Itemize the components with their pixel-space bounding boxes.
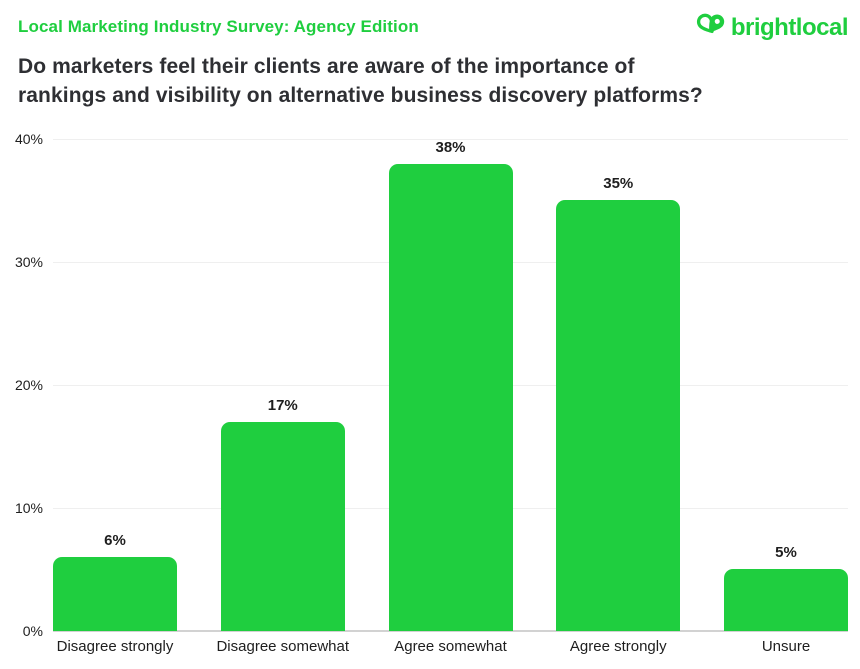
x-category-label: Unsure	[761, 638, 811, 655]
y-tick-label: 30%	[14, 254, 43, 270]
chart-question-title: Do marketers feel their clients are awar…	[18, 52, 842, 110]
x-category-label: Disagree strongly	[56, 638, 174, 655]
title-line-1: Do marketers feel their clients are awar…	[18, 55, 635, 78]
bar	[724, 569, 848, 631]
x-axis-baseline	[53, 630, 848, 632]
y-tick-label: 20%	[14, 377, 43, 393]
bar-value-label: 17%	[267, 397, 298, 414]
brightlocal-logo: brightlocal	[696, 12, 849, 43]
bar	[53, 557, 177, 631]
bar-slot: 5% Unsure	[724, 139, 848, 655]
x-category-label: Agree somewhat	[394, 638, 507, 655]
header: Local Marketing Industry Survey: Agency …	[18, 14, 842, 110]
y-tick-label: 0%	[22, 623, 43, 639]
brightlocal-wordmark: brightlocal	[730, 13, 849, 41]
bar-slot: 6% Disagree strongly	[53, 139, 177, 655]
bars-container: 6% Disagree strongly 17% Disagree somewhat 3…	[53, 139, 848, 656]
bar-chart-plot-area: 6% Disagree strongly 17% Disagree somewhat 3…	[15, 131, 848, 656]
bar-value-label: 6%	[104, 532, 126, 549]
bar	[556, 200, 681, 631]
bar-slot: 38% Agree somewhat	[388, 139, 513, 655]
title-line-2: rankings and visibility on alternative b…	[18, 84, 703, 107]
bar	[220, 422, 345, 631]
bar-value-label: 35%	[603, 175, 634, 192]
bar-slot: 35% Agree strongly	[556, 139, 681, 655]
x-category-label: Agree strongly	[569, 638, 667, 655]
y-tick-label: 40%	[14, 131, 43, 147]
map-pin-heart-icon	[696, 13, 725, 34]
bar	[388, 164, 513, 631]
bar-value-label: 38%	[435, 139, 466, 156]
x-category-label: Disagree somewhat	[216, 638, 350, 655]
y-tick-label: 10%	[14, 500, 43, 516]
bar-value-label: 5%	[775, 544, 797, 561]
gridline	[53, 139, 848, 140]
bar-slot: 17% Disagree somewhat	[216, 139, 349, 656]
survey-eyebrow: Local Marketing Industry Survey: Agency …	[18, 17, 419, 36]
